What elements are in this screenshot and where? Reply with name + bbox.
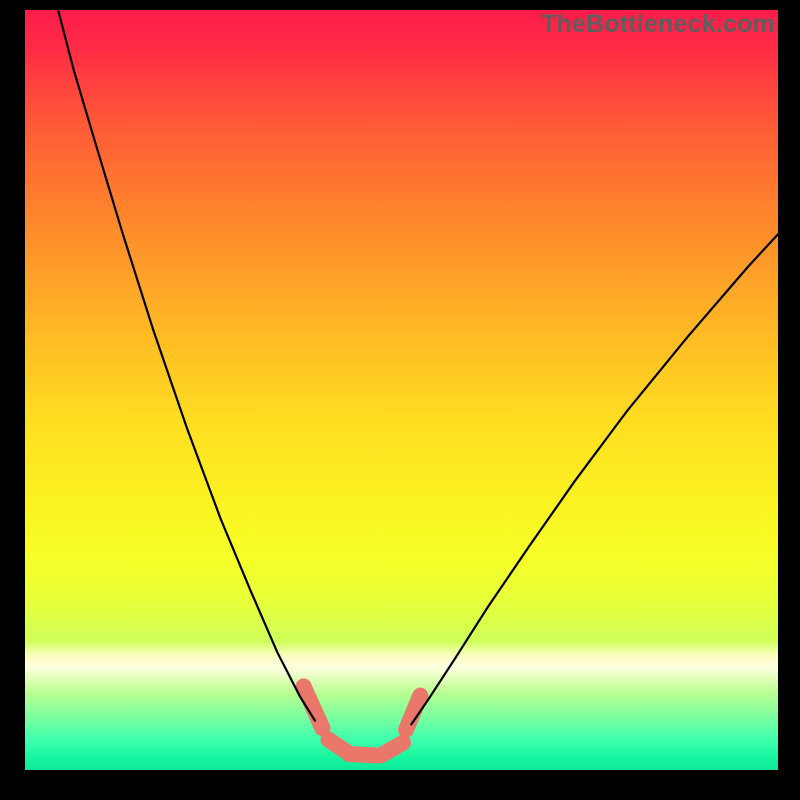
watermark-text: TheBottleneck.com [541, 10, 775, 39]
bottleneck-curve-chart [25, 10, 778, 770]
valley-marker [382, 743, 403, 755]
chart-frame: TheBottleneck.com [0, 0, 800, 800]
gradient-background [25, 10, 778, 770]
plot-area [25, 10, 778, 770]
